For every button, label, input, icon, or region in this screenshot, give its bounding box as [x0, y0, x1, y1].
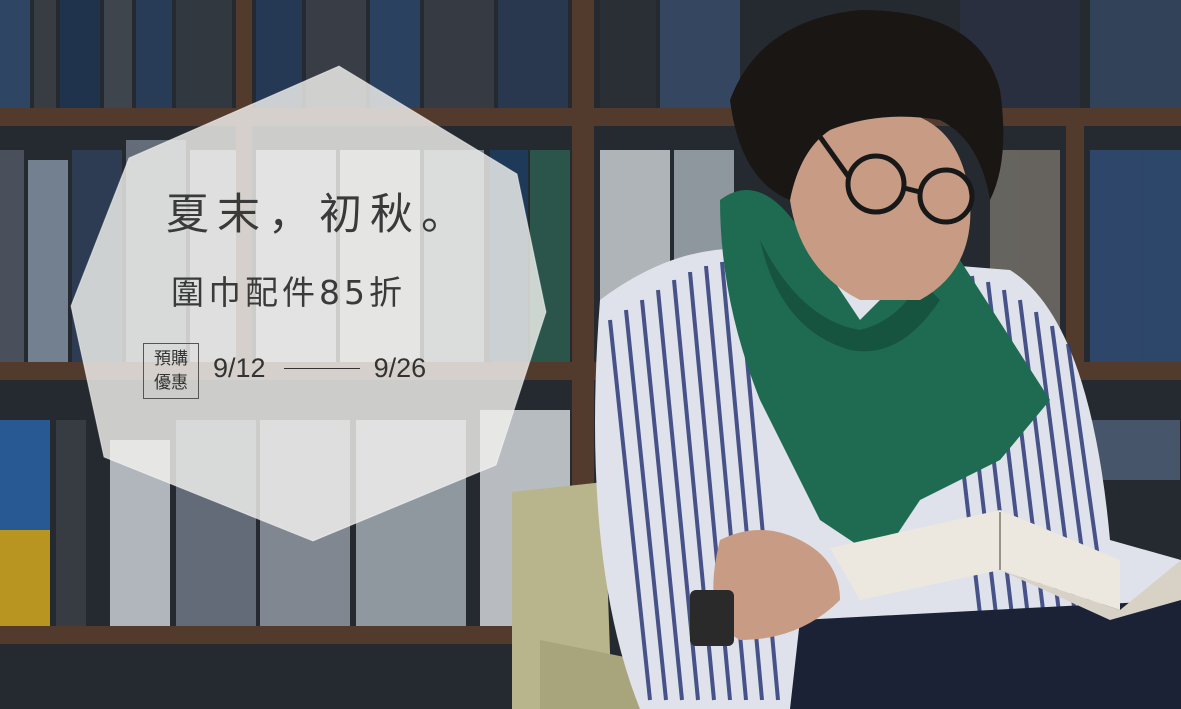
preorder-badge-line2: 優惠: [154, 373, 188, 393]
promo-discount: 圍巾配件85折: [171, 273, 406, 312]
date-range-dash: [283, 368, 360, 369]
preorder-badge: 預購 優惠: [143, 343, 199, 399]
date-end: 9/26: [373, 353, 427, 383]
promo-headline: 夏末，初秋。: [166, 190, 472, 240]
preorder-badge-line1: 預購: [154, 349, 188, 369]
promo-date-range: 9/12 9/26: [213, 355, 426, 382]
date-start: 9/12: [213, 353, 266, 383]
